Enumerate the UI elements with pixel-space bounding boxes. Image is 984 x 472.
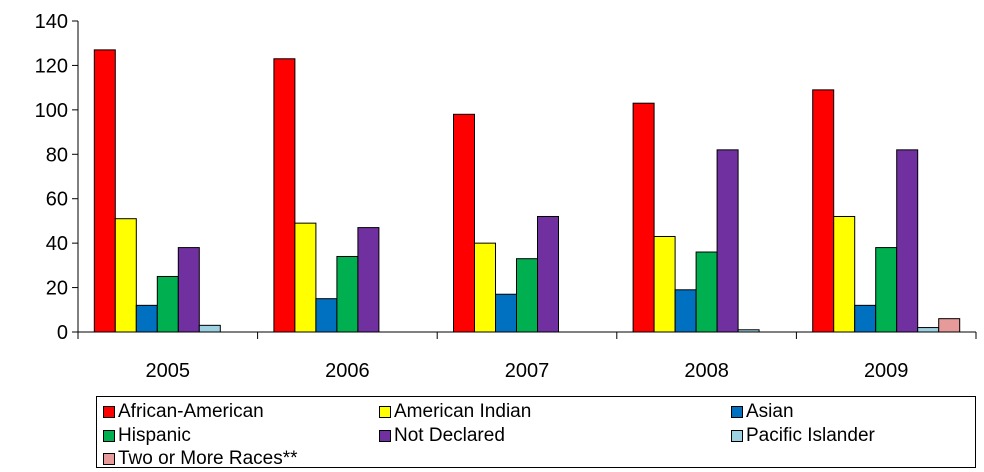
legend-label: American Indian — [394, 401, 532, 422]
y-tick-label: 100 — [35, 100, 68, 122]
y-axis: 0 20 40 60 80 100 120 140 — [35, 11, 79, 344]
bar-african-american-2007 — [453, 113, 475, 333]
bar-african-american-2008 — [632, 102, 655, 333]
bar-hispanic-2006 — [336, 255, 359, 333]
bar-two-or-more-races-2009 — [938, 318, 961, 333]
legend-label: Not Declared — [394, 425, 505, 446]
legend-swatch — [731, 405, 743, 418]
bar-asian-2009 — [854, 304, 877, 333]
legend: African-American American Indian Asian Hisp… — [96, 396, 976, 468]
legend-label: Pacific Islander — [746, 425, 875, 446]
legend-swatch — [379, 405, 391, 418]
bar-not-declared-2009 — [896, 149, 919, 333]
legend-swatch — [731, 429, 743, 442]
x-tick-label: 2009 — [864, 360, 909, 382]
legend-item: Asian — [731, 402, 794, 421]
legend-item: African-American — [103, 402, 264, 421]
legend-label: Asian — [746, 401, 794, 422]
bar-hispanic-2007 — [516, 258, 538, 333]
bar-not-declared-2008 — [716, 149, 739, 333]
bar-chart: 0 20 40 60 80 100 120 140 2005 2006 2007 2008 2009 — [35, 11, 977, 382]
bar-pacific-islander-2009 — [917, 327, 940, 333]
bar-asian-2008 — [674, 289, 697, 333]
legend-item: American Indian — [379, 402, 531, 421]
y-tick-label: 40 — [46, 233, 68, 255]
legend-label: African-American — [118, 401, 264, 422]
bar-american-indian-2008 — [653, 235, 676, 333]
legend-item: Pacific Islander — [731, 426, 875, 445]
x-tick-label: 2005 — [146, 360, 191, 382]
legend-item: Two or More Races** — [103, 449, 298, 468]
legend-label: Two or More Races** — [118, 448, 298, 469]
y-tick-label: 20 — [46, 278, 68, 300]
y-tick-label: 120 — [35, 55, 68, 77]
bar-pacific-islander-2005 — [198, 324, 221, 333]
bar-hispanic-2005 — [156, 275, 179, 333]
bar-hispanic-2009 — [875, 247, 898, 333]
bar-not-declared-2005 — [177, 247, 200, 333]
x-tick-label: 2008 — [684, 360, 729, 382]
bar-asian-2007 — [495, 293, 517, 333]
bar-african-american-2009 — [812, 89, 835, 333]
x-axis: 2005 2006 2007 2008 2009 — [77, 331, 977, 382]
bar-american-indian-2005 — [114, 218, 137, 333]
bar-asian-2005 — [135, 304, 158, 333]
legend-swatch — [103, 405, 115, 418]
bar-hispanic-2008 — [695, 251, 718, 333]
legend-swatch — [103, 429, 115, 442]
y-tick-label: 60 — [46, 189, 68, 211]
legend-swatch — [103, 452, 115, 465]
bar-american-indian-2006 — [294, 222, 317, 333]
bar-pacific-islander-2008 — [737, 329, 760, 333]
bar-american-indian-2009 — [833, 215, 856, 333]
bars — [93, 49, 961, 333]
x-tick-label: 2006 — [325, 360, 370, 382]
x-tick-label: 2007 — [505, 360, 550, 382]
legend-swatch — [379, 429, 391, 442]
bar-not-declared-2006 — [357, 227, 380, 333]
y-tick-label: 80 — [46, 144, 68, 166]
y-tick-label: 140 — [35, 11, 68, 33]
bar-asian-2006 — [315, 298, 338, 333]
y-tick-label: 0 — [57, 322, 68, 344]
bar-african-american-2006 — [273, 58, 296, 333]
bar-african-american-2005 — [93, 49, 116, 333]
legend-label: Hispanic — [118, 425, 191, 446]
bar-american-indian-2007 — [474, 242, 496, 333]
legend-item: Not Declared — [379, 426, 505, 445]
bar-not-declared-2007 — [537, 215, 559, 333]
legend-item: Hispanic — [103, 426, 191, 445]
